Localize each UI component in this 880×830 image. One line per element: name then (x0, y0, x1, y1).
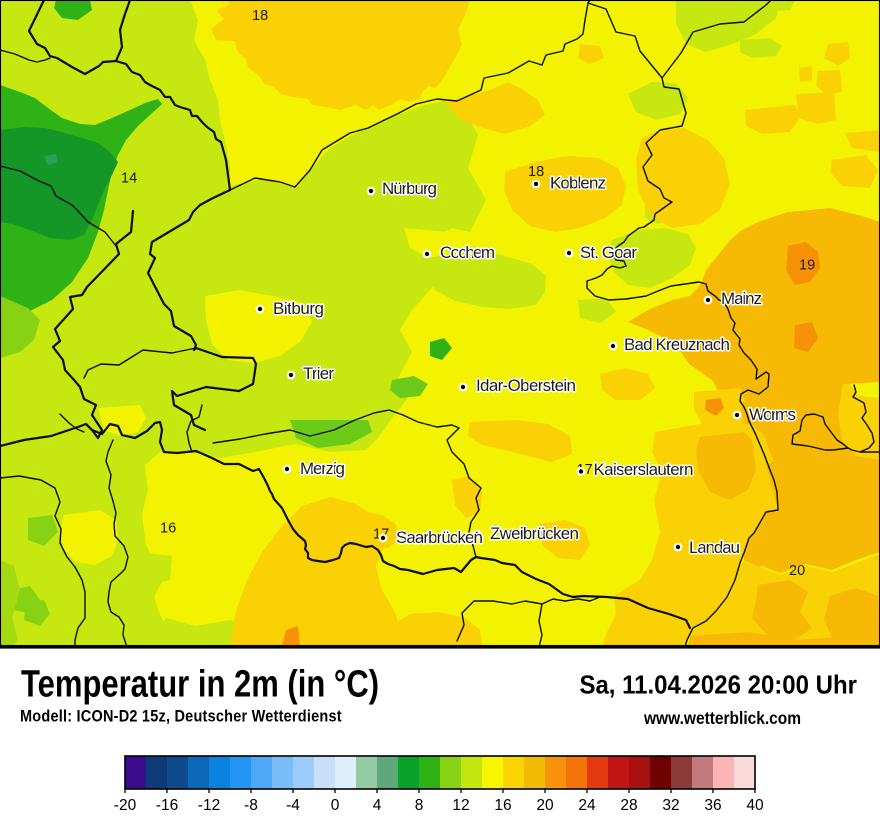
svg-text:4: 4 (373, 797, 382, 814)
svg-text:14: 14 (121, 171, 137, 187)
svg-text:12: 12 (452, 797, 469, 814)
svg-text:Idar-Oberstein: Idar-Oberstein (476, 376, 576, 395)
svg-text:Mainz: Mainz (721, 289, 762, 308)
svg-text:Worms: Worms (749, 405, 796, 424)
svg-text:24: 24 (578, 797, 596, 814)
svg-text:Bitburg: Bitburg (273, 299, 324, 318)
svg-text:8: 8 (415, 797, 424, 814)
svg-text:Bad Kreuznach: Bad Kreuznach (624, 335, 730, 354)
svg-text:28: 28 (620, 797, 637, 814)
svg-text:-8: -8 (244, 797, 258, 814)
svg-text:Kaiserslautern: Kaiserslautern (594, 460, 694, 479)
svg-text:36: 36 (704, 797, 721, 814)
svg-text:Cochem: Cochem (440, 243, 495, 262)
svg-text:-4: -4 (286, 797, 300, 814)
svg-text:-20: -20 (114, 797, 137, 814)
svg-text:20: 20 (789, 563, 805, 579)
svg-text:19: 19 (799, 258, 815, 274)
svg-text:Landau: Landau (689, 538, 740, 557)
svg-text:Zweibrücken: Zweibrücken (490, 524, 579, 543)
svg-text:18: 18 (252, 8, 268, 24)
svg-text:40: 40 (746, 797, 764, 814)
svg-text:St. Goar: St. Goar (580, 243, 637, 262)
svg-text:18: 18 (528, 164, 544, 180)
svg-text:Merzig: Merzig (300, 459, 345, 478)
svg-text:Koblenz: Koblenz (550, 174, 606, 193)
svg-text:16: 16 (160, 521, 176, 537)
svg-text:0: 0 (331, 797, 340, 814)
svg-text:Nürburg: Nürburg (382, 179, 437, 198)
svg-text:-16: -16 (156, 797, 178, 814)
svg-text:Saarbrücken: Saarbrücken (396, 528, 483, 547)
svg-text:Trier: Trier (303, 364, 334, 383)
svg-text:32: 32 (662, 797, 679, 814)
svg-text:16: 16 (494, 797, 511, 814)
svg-text:20: 20 (536, 797, 554, 814)
svg-text:-12: -12 (198, 797, 220, 814)
